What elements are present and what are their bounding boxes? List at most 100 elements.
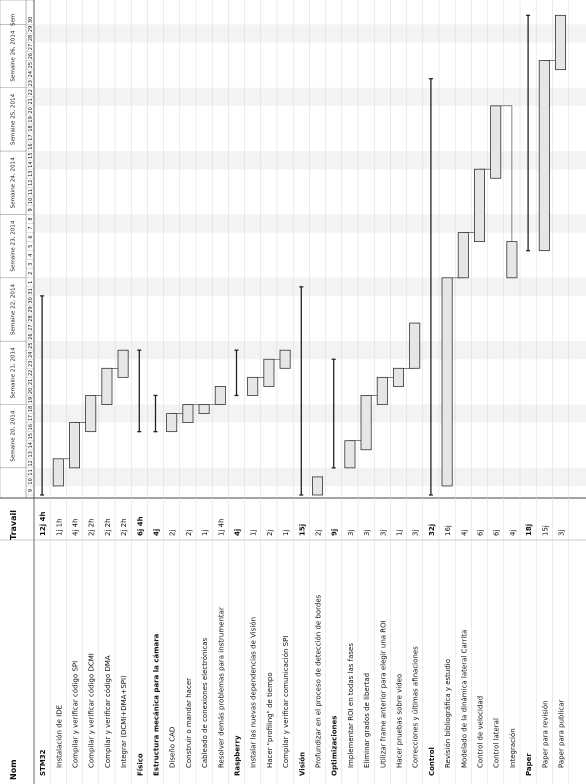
- day-label: 17: [28, 134, 34, 140]
- task-bar: [360, 395, 372, 451]
- weekend-shade: [34, 33, 586, 43]
- task-work: 3j: [363, 530, 371, 536]
- day-label: 1: [28, 281, 34, 284]
- task-bar: [441, 277, 453, 487]
- task-name: Implementar ROI en todas las fases: [347, 643, 355, 768]
- task-work: 2j: [315, 530, 323, 536]
- task-bar: [344, 440, 356, 469]
- day-label: 5: [28, 245, 34, 248]
- task-work: 6j: [477, 530, 485, 536]
- weekend-shade: [34, 404, 586, 414]
- task-work: 4j 4h: [72, 518, 80, 536]
- day-label: 6: [28, 235, 34, 238]
- task-name: Raspberry: [234, 735, 242, 776]
- task-work: 3j: [412, 530, 420, 536]
- task-bar: [279, 349, 291, 369]
- task-name: Integrar (DCMI+DMA+SPI): [120, 675, 128, 768]
- day-label: 4: [28, 254, 34, 257]
- day-label: 11: [28, 469, 34, 475]
- task-name: Modelado de la dinámica lateral Carrita: [460, 630, 468, 768]
- weekend-shade: [34, 467, 586, 477]
- week-header-row: [0, 0, 27, 499]
- day-label: 26: [28, 53, 34, 59]
- task-work: 6j: [493, 530, 501, 536]
- day-label: 12: [28, 460, 34, 466]
- task-name: Instalar las nuevas dependencias de Visi…: [250, 617, 258, 768]
- weekend-shade: [34, 160, 586, 170]
- task-bar: [457, 232, 469, 279]
- task-work: 2j 2h: [120, 518, 128, 536]
- task-name: Revisión bibliográfica y estudio: [444, 659, 452, 768]
- day-label: 27: [28, 324, 34, 330]
- day-label: 31: [28, 288, 34, 294]
- task-work: 1j: [250, 530, 258, 536]
- task-bar: [198, 404, 210, 414]
- task-work: 1j 4h: [217, 518, 225, 536]
- task-work: 3j: [558, 530, 566, 536]
- day-label: 21: [28, 98, 34, 104]
- task-bar: [311, 476, 323, 496]
- weekend-shade: [34, 223, 586, 233]
- task-bar: [85, 395, 97, 433]
- weekend-shade: [34, 476, 586, 486]
- task-work: 1j: [396, 530, 404, 536]
- task-name: Físico: [136, 753, 144, 776]
- task-bar: [490, 105, 502, 179]
- task-work: 1j: [201, 530, 209, 536]
- task-name: Diseño CAD: [169, 727, 177, 768]
- task-bar: [182, 404, 194, 424]
- weekend-shade: [34, 350, 586, 360]
- task-work: 2j: [185, 530, 193, 536]
- day-label: 3: [28, 263, 34, 266]
- task-name: Control lateral: [493, 718, 501, 768]
- task-bar: [392, 367, 404, 387]
- day-label: 23: [28, 80, 34, 86]
- task-name: Compilar y verificar código SPI: [72, 661, 80, 768]
- day-label: 27: [28, 44, 34, 50]
- day-label: 15: [28, 433, 34, 439]
- task-work: 12j 4h: [39, 512, 47, 536]
- day-label: 24: [28, 71, 34, 77]
- day-label: 17: [28, 415, 34, 421]
- task-name: Profundizar en el proceso de detección d…: [315, 594, 323, 768]
- weekend-shade: [34, 413, 586, 423]
- task-work: 15j: [541, 525, 549, 536]
- day-label: 8: [28, 217, 34, 220]
- task-bar: [52, 458, 64, 487]
- task-bar: [247, 376, 259, 396]
- day-label: 16: [28, 424, 34, 430]
- weekend-shade: [34, 286, 586, 296]
- day-label: 20: [28, 388, 34, 394]
- day-label: 25: [28, 342, 34, 348]
- task-work: 1j 1h: [55, 518, 63, 536]
- task-name: STM32: [39, 749, 47, 776]
- task-name: Paper para publicar: [558, 699, 566, 768]
- week-label: Semaine 26, 2014: [11, 30, 17, 82]
- day-label: 15: [28, 152, 34, 158]
- task-name: Eliminar grados de libertad: [363, 673, 371, 768]
- task-bar: [69, 422, 81, 469]
- task-name: Cableado de conexiones electrónicas: [201, 637, 209, 768]
- weekend-shade: [34, 277, 586, 287]
- task-work: 2j: [169, 530, 177, 536]
- task-bar: [376, 376, 388, 405]
- weekend-shade: [34, 341, 586, 351]
- day-label: 9: [28, 489, 34, 492]
- task-work: 6j 4h: [136, 516, 144, 536]
- day-label: 2: [28, 272, 34, 275]
- week-label: Semaine 24, 2014: [11, 157, 17, 209]
- task-name: Optimizaciones: [331, 716, 339, 776]
- task-work: 4j: [234, 529, 242, 536]
- task-bar: [263, 358, 275, 387]
- task-work: 18j: [525, 524, 533, 536]
- task-work: 32j: [428, 524, 436, 536]
- day-label: 10: [28, 198, 34, 204]
- task-name: Paper: [525, 753, 533, 776]
- task-work: 3j: [379, 530, 387, 536]
- week-label: Sem: [11, 14, 17, 26]
- task-name: Correcciones y últimas afinaciones: [412, 646, 420, 768]
- task-bar: [538, 60, 550, 252]
- day-label: 13: [28, 451, 34, 457]
- day-label: 19: [28, 116, 34, 122]
